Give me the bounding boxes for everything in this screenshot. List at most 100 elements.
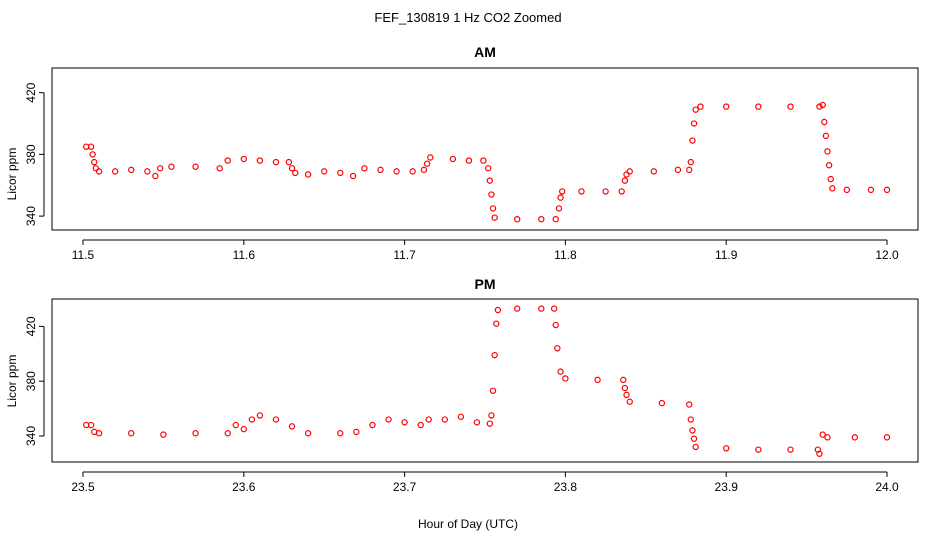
am-data-point [409,168,416,175]
am-data-point [304,171,312,178]
pm-data-point [425,416,432,423]
am-data-points [83,101,891,223]
pm-data-point [486,420,494,427]
pm-data-point [819,431,826,438]
am-data-point [674,166,682,174]
pm-data-point [883,434,891,441]
pm-y-tick-label: 340 [24,426,38,446]
pm-data-point [353,428,360,436]
am-data-point [650,168,658,175]
pm-data-point [621,384,629,392]
am-plot-frame [51,67,919,231]
am-data-point [128,166,135,174]
pm-data-point [816,450,823,457]
am-data-point [692,106,699,113]
am-data-point [89,151,96,158]
am-data-point [816,103,823,110]
pm-y-axis: 340 380 420 [24,316,45,446]
am-data-point [755,103,762,110]
am-x-tick-label: 11.9 [715,248,738,262]
am-data-point [557,194,564,201]
am-x-axis: 11.5 11.6 11.7 11.8 11.9 12.0 [72,239,899,262]
pm-x-tick-label: 23.8 [554,480,578,494]
pm-data-points [83,305,891,457]
am-data-point [538,215,545,223]
am-data-point [555,205,563,212]
am-x-tick-label: 11.5 [72,248,95,262]
pm-data-point [491,351,498,359]
pm-x-tick-label: 23.7 [393,480,417,494]
am-data-point [491,214,498,221]
pm-data-point [401,419,408,426]
am-y-tick-label: 340 [24,206,38,226]
pm-data-point [658,399,666,407]
am-data-point [427,154,434,161]
am-data-point [87,143,95,150]
figure-title: FEF_130819 1 Hz CO2 Zoomed [374,10,561,25]
am-data-point [337,169,344,177]
am-data-point [240,155,247,163]
am-data-point [621,177,629,184]
pm-x-tick-label: 23.5 [71,480,95,494]
pm-data-point [87,421,95,429]
pm-x-tick-label: 23.6 [232,480,256,494]
pm-data-point [552,321,559,329]
pm-x-tick-label: 24.0 [875,480,899,494]
pm-data-point [687,416,695,423]
am-data-point [687,158,695,166]
am-data-point [602,188,609,195]
am-panel: AM Licor ppm 11.5 11.6 11.7 11.8 11.9 12.0 34… [5,44,919,262]
am-data-point [256,157,264,164]
am-data-point [224,157,231,164]
pm-data-point [851,434,859,441]
am-data-point [513,215,521,223]
am-data-point [349,172,357,180]
pm-y-tick-label: 380 [24,371,38,391]
am-data-point [377,166,384,174]
pm-data-point [493,320,500,327]
am-data-point [486,177,494,184]
pm-panel: PM Licor ppm 23.5 23.6 23.7 23.8 23.9 24.0 34… [5,276,919,494]
am-data-point [822,132,830,140]
am-y-axis-label: Licor ppm [5,148,19,201]
am-data-point [156,165,164,172]
am-data-point [489,205,497,212]
am-data-point [152,172,159,180]
pm-data-point [623,391,630,399]
am-data-point [787,103,794,110]
pm-data-point [304,430,312,437]
pm-data-point [686,401,693,408]
pm-data-point [232,421,239,429]
am-y-tick-label: 380 [24,144,38,164]
pm-data-point [824,434,831,441]
pm-data-point [538,305,545,312]
am-data-point [420,166,428,174]
pm-data-point [513,305,521,312]
am-data-point [552,215,559,223]
pm-y-tick-label: 420 [24,316,38,336]
pm-data-point [557,368,564,375]
pm-data-point [337,430,344,437]
am-data-point [819,101,826,109]
am-data-point [697,103,704,110]
am-data-point [821,118,828,126]
am-data-point [690,120,698,127]
pm-data-point [248,416,256,423]
am-x-tick-label: 11.8 [554,248,577,262]
pm-data-point [562,375,569,382]
pm-data-point [494,306,502,314]
am-data-point [686,166,693,174]
am-y-axis: 340 380 420 [24,82,45,226]
am-data-point [168,163,175,170]
am-y-tick-label: 420 [24,82,38,102]
pm-data-point [689,427,696,434]
pm-data-point [787,446,794,453]
pm-y-axis-label: Licor ppm [5,355,19,408]
am-data-point [95,168,103,175]
pm-panel-title: PM [475,276,496,292]
am-data-point [285,158,293,166]
am-data-point [618,188,625,195]
am-data-point [485,165,492,172]
pm-data-point [489,387,497,394]
